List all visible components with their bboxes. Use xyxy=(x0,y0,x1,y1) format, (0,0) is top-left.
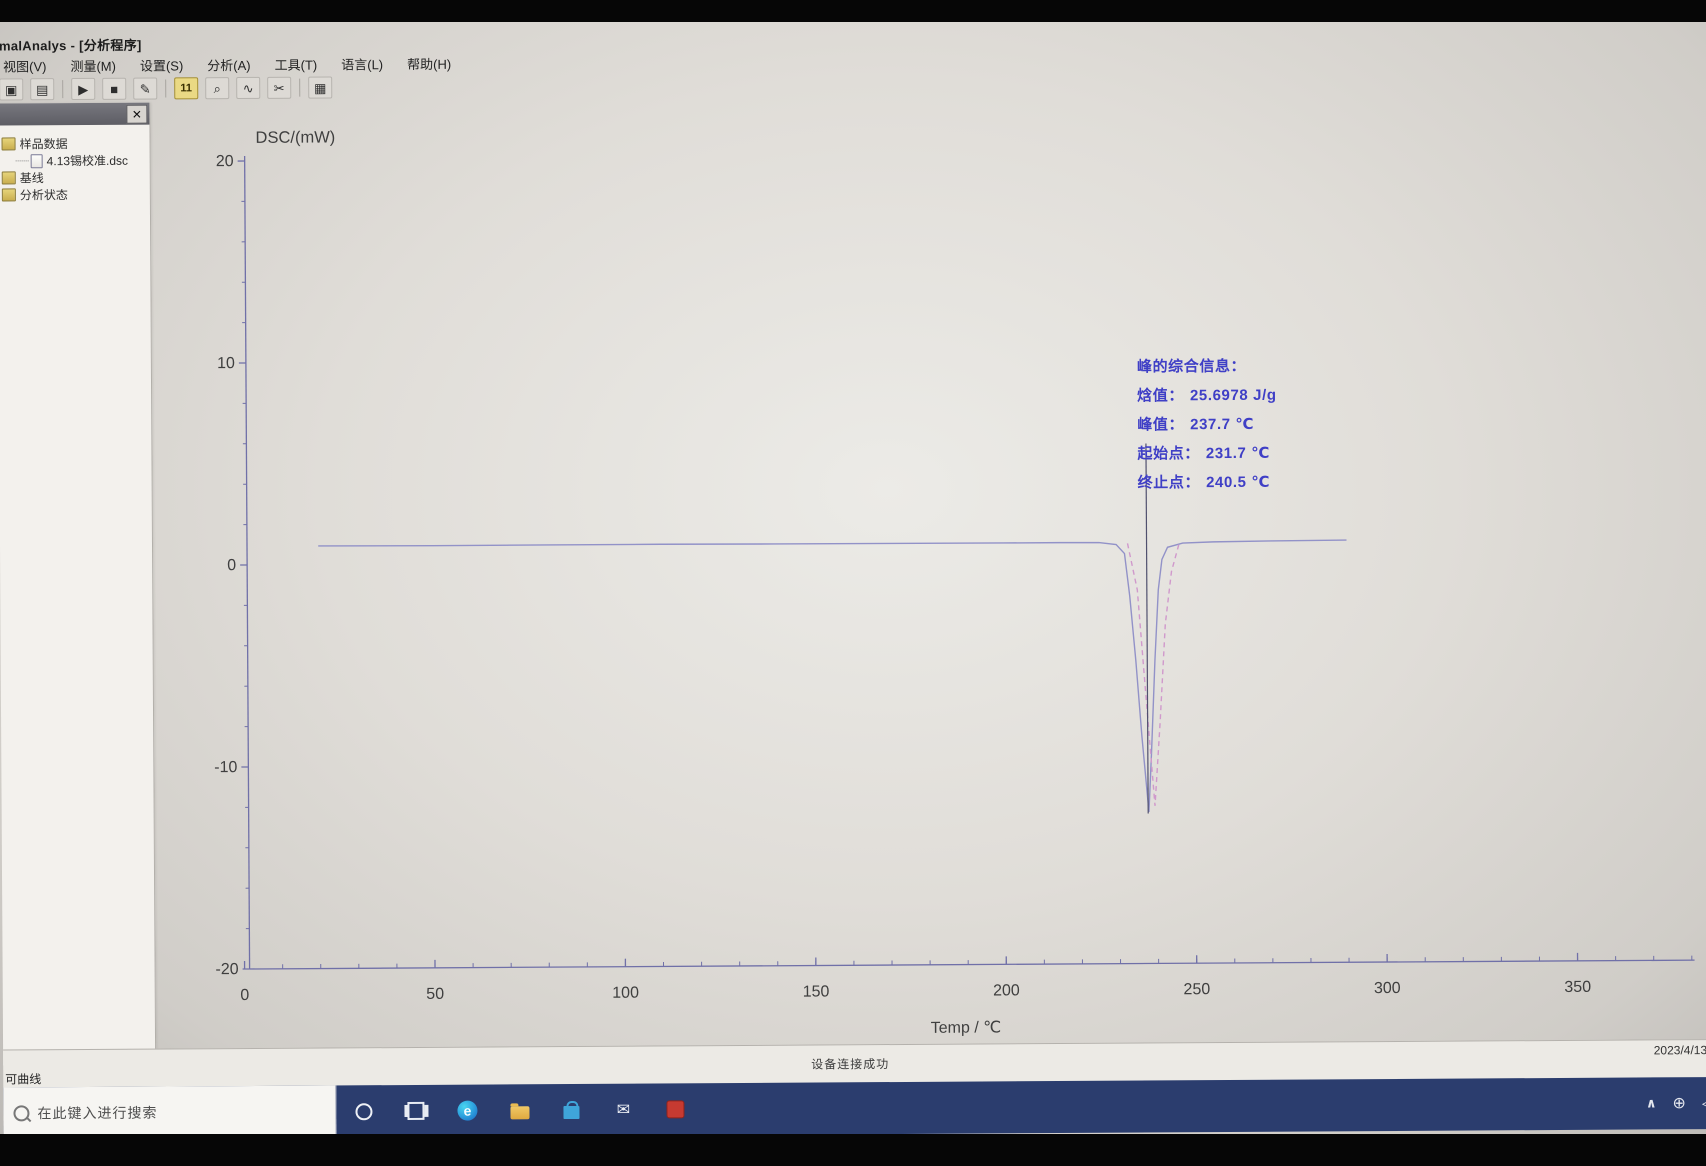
peak-info-value: 240.5 ℃ xyxy=(1205,473,1271,492)
status-left-text: 可曲线 xyxy=(5,1072,42,1087)
search-circle-icon xyxy=(354,1102,373,1120)
peak-info-label: 焓值： xyxy=(1137,387,1184,405)
search-icon xyxy=(13,1105,30,1122)
peak-info-row: 终止点： 240.5 ℃ xyxy=(1138,468,1278,498)
peak-mark-dashed xyxy=(1126,543,1180,806)
peak-info-row: 起始点： 231.7 ℃ xyxy=(1137,439,1277,469)
peak-info-value: 237.7 ℃ xyxy=(1190,415,1255,434)
file-explorer-icon[interactable] xyxy=(507,1098,531,1122)
y-axis-line xyxy=(243,155,251,969)
system-tray: ∧ ⊕ ◁ xyxy=(1646,1077,1706,1129)
x-tick-label: 250 xyxy=(1183,981,1210,998)
peak-info-label: 峰值： xyxy=(1137,416,1185,434)
x-axis-line xyxy=(249,959,1695,970)
peak-info-label: 起始点： xyxy=(1137,445,1200,463)
y-axis-title: DSC/(mW) xyxy=(255,128,335,146)
tray-expand-icon[interactable]: ∧ xyxy=(1645,1095,1657,1111)
sample-tree: 样品数据 4.13锡校准.dsc 基线分析状态 xyxy=(0,125,150,204)
x-tick-label: 150 xyxy=(803,983,830,1000)
status-date: 2023/4/13 xyxy=(1653,1043,1706,1058)
search-placeholder: 在此键入进行搜索 xyxy=(37,1104,158,1122)
tree-item-label: 样品数据 xyxy=(19,137,68,152)
store-icon[interactable] xyxy=(559,1098,583,1122)
peak-info-label: 终止点： xyxy=(1137,474,1201,492)
status-message: 设备连接成功 xyxy=(811,1057,890,1072)
volume-icon[interactable]: ◁ xyxy=(1701,1095,1706,1113)
taskbar-search-input[interactable]: 在此键入进行搜索 xyxy=(3,1085,337,1134)
x-tick-label: 50 xyxy=(426,986,444,1003)
tree-item-label: 分析状态 xyxy=(19,188,68,203)
y-tick-label: 10 xyxy=(217,355,235,372)
peak-info-value: 231.7 ℃ xyxy=(1205,444,1271,463)
notebook-icon xyxy=(1,137,16,151)
x-tick-label: 300 xyxy=(1374,980,1401,997)
taskbar-icons: e ✉ xyxy=(339,1083,687,1134)
tree-item[interactable]: 4.13锡校准.dsc xyxy=(2,152,148,170)
monitor-bezel-bottom xyxy=(0,1134,1706,1166)
x-tick-label: 100 xyxy=(612,985,639,1002)
y-tick-label: -20 xyxy=(215,961,238,978)
tree-item[interactable]: 基线 xyxy=(1,169,148,187)
mail-icon[interactable]: ✉ xyxy=(611,1098,635,1122)
peak-annotation: 峰的综合信息： 焓值： 25.6978 J/g 峰值： 237.7 ℃ 起始点： 231.… xyxy=(1137,352,1277,498)
tree-item-label: 基线 xyxy=(19,171,44,186)
edge-browser-icon[interactable]: e xyxy=(455,1099,479,1123)
monitor-screen: malAnalys - [分析程序] 视图(V) 测量(M) 设置(S) 分析(A) 工… xyxy=(0,22,1706,1134)
sample-tree-panel: ✕ 样品数据 4.13锡校准.dsc 基线分析状态 xyxy=(0,102,157,1066)
store-icon xyxy=(563,1105,580,1120)
tree-item[interactable]: 分析状态 xyxy=(1,186,148,204)
y-tick-label: 20 xyxy=(216,153,234,170)
peak-cursor-line xyxy=(1145,443,1149,814)
mail-icon: ✉ xyxy=(616,1101,631,1119)
x-tick-label: 350 xyxy=(1564,979,1591,996)
peak-info-value: 25.6978 J/g xyxy=(1189,386,1277,405)
windows-taskbar: 在此键入进行搜索 e ✉ ∧ ⊕ ◁ xyxy=(3,1077,1706,1134)
monitor-bezel-top xyxy=(0,0,1706,22)
edge-browser-icon: e xyxy=(457,1100,478,1121)
y-tick-label: -10 xyxy=(214,759,237,776)
analysis-app-red-icon[interactable] xyxy=(663,1097,687,1121)
peak-info-row: 峰值： 237.7 ℃ xyxy=(1137,410,1277,440)
peak-info-row: 焓值： 25.6978 J/g xyxy=(1137,381,1277,411)
task-view-icon xyxy=(406,1101,425,1121)
tree-item[interactable]: 样品数据 xyxy=(1,135,147,153)
dsc-curve xyxy=(318,539,1347,813)
tree-item-label: 4.13锡校准.dsc xyxy=(46,153,129,169)
file-explorer-icon xyxy=(509,1105,530,1119)
network-globe-icon[interactable]: ⊕ xyxy=(1672,1095,1686,1113)
task-view-icon[interactable] xyxy=(403,1099,427,1123)
x-tick-label: 200 xyxy=(993,982,1020,999)
dsc-chart[interactable]: 0 50 100 150 200 250 300 35020100-10-20DSC/(mW)… xyxy=(0,22,1706,1134)
x-axis-title: Temp / ℃ xyxy=(931,1019,1002,1036)
y-tick-label: 0 xyxy=(227,557,236,574)
notebook-icon xyxy=(1,188,16,202)
x-tick-label: 0 xyxy=(240,987,249,1004)
close-icon[interactable]: ✕ xyxy=(126,104,148,124)
notebook-icon xyxy=(1,171,16,185)
panel-header[interactable]: ✕ xyxy=(0,102,150,126)
analysis-app-red-icon xyxy=(666,1100,685,1119)
tree-connector xyxy=(15,160,29,162)
file-icon xyxy=(30,153,43,168)
search-circle-icon[interactable] xyxy=(351,1099,375,1123)
peak-annotation-title: 峰的综合信息： xyxy=(1136,357,1247,376)
